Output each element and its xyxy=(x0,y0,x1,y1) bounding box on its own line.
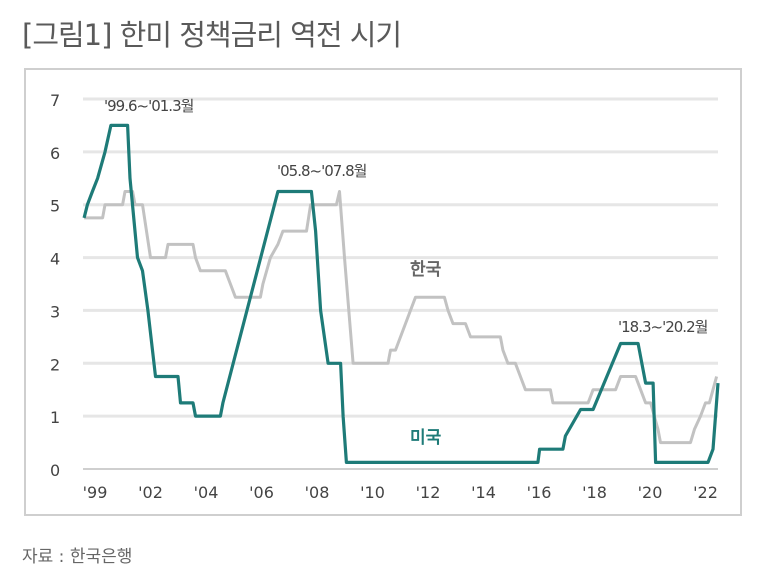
y-tick-label: 0 xyxy=(50,461,60,480)
annotation-3: '18.3~'20.2월 xyxy=(618,318,708,336)
series-line-korea xyxy=(84,190,719,445)
y-tick-label: 5 xyxy=(50,197,60,216)
y-tick-label: 4 xyxy=(50,250,60,269)
x-tick-label: '18 xyxy=(582,483,607,502)
x-tick-label: '02 xyxy=(138,483,163,502)
x-tick-label: '12 xyxy=(416,483,441,502)
page-title: [그림1] 한미 정책금리 역전 시기 xyxy=(22,18,402,52)
x-tick-label: '04 xyxy=(194,483,219,502)
y-tick-label: 3 xyxy=(50,302,60,321)
chart-frame xyxy=(24,68,742,516)
x-tick-label: '20 xyxy=(638,483,663,502)
x-tick-label: '99 xyxy=(83,483,108,502)
y-tick-label: 2 xyxy=(50,355,60,374)
series-line-us xyxy=(82,123,720,464)
annotation-2: '05.8~'07.8월 xyxy=(277,162,367,180)
source-note: 자료 : 한국은행 xyxy=(22,547,133,567)
x-tick-label: '22 xyxy=(693,483,718,502)
legend-korea: 한국 xyxy=(410,260,442,280)
x-tick-label: '14 xyxy=(471,483,496,502)
y-tick-label: 6 xyxy=(50,144,60,163)
x-tick-label: '10 xyxy=(360,483,385,502)
x-tick-label: '08 xyxy=(305,483,330,502)
y-tick-label: 1 xyxy=(50,408,60,427)
y-tick-label: 7 xyxy=(50,91,60,110)
x-tick-label: '06 xyxy=(249,483,274,502)
x-tick-label: '16 xyxy=(527,483,552,502)
legend-us: 미국 xyxy=(410,428,442,448)
annotation-1: '99.6~'01.3월 xyxy=(104,97,194,115)
